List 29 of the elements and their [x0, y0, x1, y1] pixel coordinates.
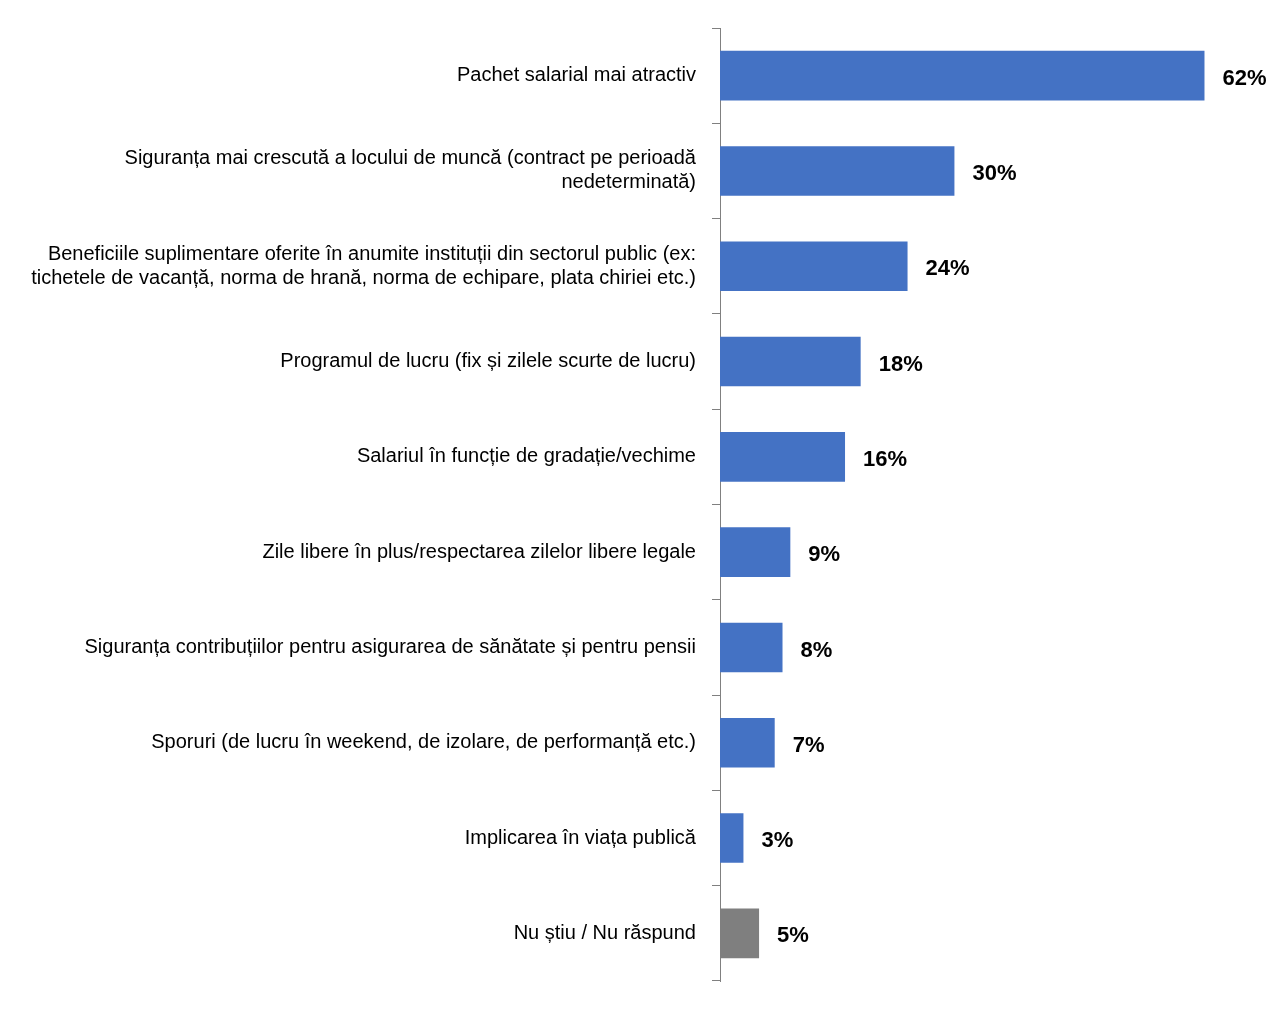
y-tick-label: Sporuri (de lucru în weekend, de izolare, de performanță etc.): [151, 730, 696, 753]
y-tick-label: Implicarea în viața publică: [464, 825, 697, 848]
data-label: 30%: [972, 160, 1017, 186]
data-label: 3%: [761, 827, 794, 853]
y-tick-label: Siguranța contribuțiilor pentru asigurarea de sănătate și pentru pensii: [84, 634, 696, 657]
bar: [720, 813, 744, 863]
data-label: 62%: [1222, 64, 1267, 90]
bar: [720, 622, 783, 673]
y-tick-label: Pachet salarial mai atractiv: [457, 63, 696, 86]
y-tick-label: Siguranța mai crescută a locului de muncă (contract pe perioadă nedeterminată): [124, 146, 697, 193]
data-label: 9%: [808, 541, 841, 567]
data-label: 24%: [925, 255, 970, 281]
bar: [720, 50, 1205, 101]
y-tick-label: Zile libere în plus/respectarea zilelor libere legale: [262, 539, 696, 562]
bar: [720, 146, 955, 196]
bar: [720, 241, 908, 292]
y-tick-label: Nu știu / Nu răspund: [513, 920, 696, 943]
data-label: 7%: [792, 731, 825, 757]
bar: [720, 717, 775, 768]
bar: [720, 527, 791, 577]
data-label: 5%: [777, 922, 809, 948]
data-label: 8%: [800, 636, 833, 662]
y-tick-label: Programul de lucru (fix și zilele scurte de lucru): [280, 349, 696, 372]
bar: [720, 336, 861, 387]
y-tick-label: Salariul în funcție de gradație/vechime: [356, 444, 696, 467]
y-tick-label: Beneficiile suplimentare oferite în anumite instituții din sectorul public (ex: tichetele de vacanță, norma de hrană, norma de echipare, plata chiriei etc.): [31, 241, 696, 288]
data-label: 18%: [878, 350, 923, 376]
data-label: 16%: [863, 445, 908, 471]
bar: [720, 432, 846, 482]
